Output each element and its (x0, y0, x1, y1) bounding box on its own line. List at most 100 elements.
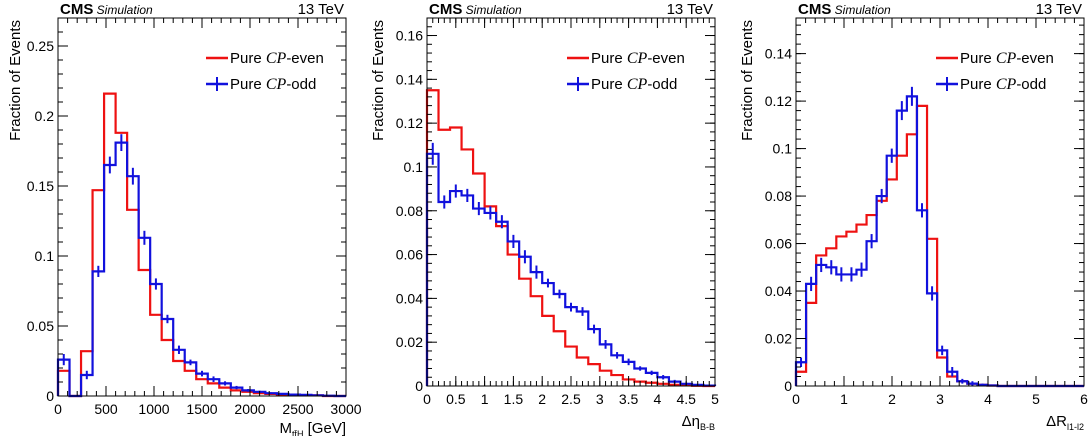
x-tick-label: 3000 (330, 401, 361, 417)
y-tick-label: 0.02 (396, 334, 423, 350)
x-tick-label: 2 (538, 391, 546, 407)
y-axis-label: Fraction of Events (370, 20, 387, 141)
y-tick-label: 0.02 (765, 331, 792, 347)
plot-frame (795, 17, 1085, 387)
series-line-odd (794, 95, 1084, 388)
x-tick-label: 1 (481, 391, 489, 407)
y-tick-label: 0.25 (27, 38, 54, 54)
x-axis-label-subscript: tt̄H (292, 429, 304, 436)
legend-label-even: Pure CP-even (591, 50, 685, 67)
series-line-odd (56, 141, 346, 398)
x-axis-label-unit: [GeV] (303, 420, 346, 436)
energy-label: 13 TeV (667, 1, 713, 18)
legend-prefix: Pure (960, 76, 996, 93)
experiment-label: CMS Simulation (429, 1, 522, 18)
cms-label: CMS (429, 1, 462, 18)
y-tick-label: 0.05 (27, 318, 54, 334)
y-tick-label: 0 (415, 378, 423, 394)
legend-cp: CP (627, 76, 648, 93)
x-tick-label: 0.5 (446, 391, 466, 407)
plot-frame (57, 17, 347, 397)
legend-prefix: Pure (591, 76, 627, 93)
y-tick-label: 0.12 (396, 115, 423, 131)
cms-label: CMS (60, 1, 93, 18)
legend-suffix: -even (1016, 50, 1054, 67)
x-axis-label: ΔηB-B (682, 413, 715, 432)
legend-label-odd: Pure CP-odd (960, 76, 1046, 93)
experiment-label: CMS Simulation (798, 1, 891, 18)
legend-suffix: -odd (647, 76, 677, 93)
y-tick-label: 0.04 (765, 283, 792, 299)
plot-frame (426, 17, 716, 387)
x-tick-label: 1.5 (504, 391, 524, 407)
panel-3: 0 1 2 3 4 5 6 0 0.02 0.04 0.06 0.08 0.1 0.12 0.14 Fract… (739, 1, 1088, 432)
y-tick-label: 0.08 (396, 203, 423, 219)
legend-prefix: Pure (960, 50, 996, 67)
x-tick-label: 1 (840, 391, 848, 407)
series-line-odd (425, 152, 717, 387)
cms-label: CMS (798, 1, 831, 18)
legend-suffix: -odd (1016, 76, 1046, 93)
x-tick-label: 0 (423, 391, 431, 407)
legend-label-odd: Pure CP-odd (591, 76, 677, 93)
simulation-label: Simulation (462, 3, 522, 17)
y-axis-label: Fraction of Events (739, 20, 756, 141)
x-axis-label-main: Δη (682, 413, 700, 430)
simulation-label: Simulation (831, 3, 891, 17)
legend-suffix: -even (286, 50, 324, 67)
x-tick-label: 2000 (234, 401, 265, 417)
y-tick-label: 0.04 (396, 290, 423, 306)
x-axis-label-main: ΔR (1046, 413, 1067, 430)
legend-label-odd: Pure CP-odd (230, 76, 316, 93)
legend-cp: CP (266, 50, 287, 67)
simulation-label: Simulation (93, 3, 153, 17)
y-tick-label: 0.12 (765, 93, 792, 109)
x-tick-label: 2.5 (561, 391, 581, 407)
x-tick-label: 3.5 (619, 391, 639, 407)
legend-cp: CP (996, 50, 1017, 67)
x-axis-label-main: M (279, 420, 292, 436)
x-axis-label: ΔRl1-l2 (1046, 413, 1084, 432)
series-line-even (56, 92, 346, 398)
x-tick-label: 3 (596, 391, 604, 407)
x-tick-label: 4 (984, 391, 992, 407)
y-tick-label: 0.15 (27, 178, 54, 194)
panel-2: 0 0.5 1 1.5 2 2.5 3 3.5 4 4.5 5 0 0.02 0.04 0.06 0.08 0.… (370, 1, 719, 432)
y-tick-label: 0.06 (765, 236, 792, 252)
y-tick-label: 0.2 (35, 108, 55, 124)
x-tick-label: 0 (792, 391, 800, 407)
x-tick-label: 3 (936, 391, 944, 407)
x-tick-label: 2500 (282, 401, 313, 417)
y-tick-label: 0.14 (765, 46, 792, 62)
x-tick-label: 2 (888, 391, 896, 407)
x-tick-label: 4.5 (676, 391, 696, 407)
legend-cp: CP (627, 50, 648, 67)
series-line-even (794, 104, 1084, 388)
legend-label-even: Pure CP-even (960, 50, 1054, 67)
legend-prefix: Pure (230, 50, 266, 67)
experiment-label: CMS Simulation (60, 1, 153, 18)
x-tick-label: 1000 (138, 401, 169, 417)
x-axis-label-subscript: B-B (700, 422, 715, 432)
x-tick-label: 0 (54, 401, 62, 417)
y-tick-label: 0.16 (396, 28, 423, 44)
legend-label-even: Pure CP-even (230, 50, 324, 67)
y-tick-label: 0.1 (773, 141, 793, 157)
legend-cp: CP (266, 76, 287, 93)
x-tick-label: 4 (654, 391, 662, 407)
legend-cp: CP (996, 76, 1017, 93)
energy-label: 13 TeV (1036, 1, 1082, 18)
y-tick-label: 0 (784, 378, 792, 394)
x-axis-label: Mtt̄H [GeV] (279, 420, 346, 436)
y-axis-label: Fraction of Events (7, 20, 24, 141)
legend-prefix: Pure (230, 76, 266, 93)
legend-prefix: Pure (591, 50, 627, 67)
y-tick-label: 0.08 (765, 188, 792, 204)
x-tick-label: 500 (94, 401, 118, 417)
y-tick-label: 0.1 (404, 159, 424, 175)
x-tick-label: 5 (1032, 391, 1040, 407)
y-tick-label: 0 (46, 388, 54, 404)
legend-suffix: -even (647, 50, 685, 67)
